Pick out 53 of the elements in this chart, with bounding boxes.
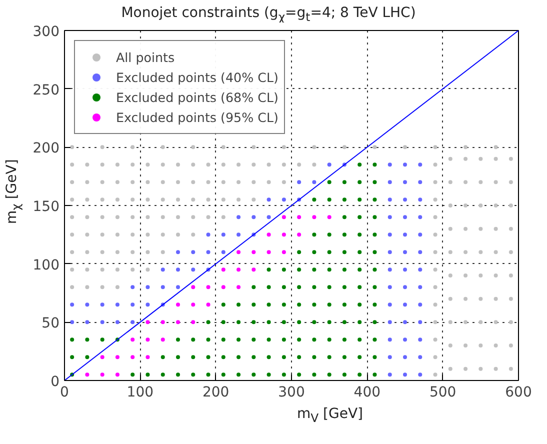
x-tick-label: 500 — [429, 384, 456, 400]
point — [115, 372, 120, 377]
point — [282, 250, 286, 254]
point — [297, 232, 302, 237]
y-tick-label: 300 — [32, 24, 60, 40]
point — [282, 215, 286, 220]
point — [327, 215, 332, 220]
point — [100, 372, 104, 377]
point — [266, 250, 271, 254]
y-tick-label: 100 — [32, 257, 60, 274]
point — [206, 285, 210, 290]
point — [236, 268, 241, 272]
legend-label: Excluded points (40% CL) — [116, 70, 278, 84]
point — [130, 355, 135, 360]
x-tick-label: 100 — [126, 384, 154, 400]
point — [115, 355, 120, 360]
y-tick-label: 200 — [32, 140, 60, 157]
point — [236, 285, 241, 290]
point — [266, 232, 271, 237]
x-tick-label: 200 — [202, 384, 230, 400]
point — [297, 215, 302, 220]
point — [282, 232, 286, 237]
point — [130, 338, 135, 342]
point — [191, 302, 196, 307]
x-tick-label: 600 — [505, 384, 532, 400]
point — [236, 250, 241, 254]
legend-label: Excluded points (68% CL) — [116, 90, 278, 104]
y-tick-label: 0 — [50, 374, 60, 390]
point — [191, 285, 196, 290]
point — [146, 355, 150, 360]
point — [206, 302, 210, 307]
point — [85, 372, 90, 377]
x-axis-title: m$_{V}$ [GeV] — [296, 405, 364, 426]
x-tick-label: 300 — [278, 384, 305, 400]
x-tick-label: 400 — [354, 384, 381, 400]
point — [312, 215, 316, 220]
point — [176, 302, 180, 307]
point — [221, 285, 226, 290]
y-tick-label: 150 — [32, 199, 60, 215]
point — [100, 355, 104, 360]
point — [146, 320, 150, 324]
legend-label: All points — [116, 50, 175, 64]
point — [252, 268, 256, 272]
point — [146, 338, 150, 342]
point — [160, 320, 165, 324]
point — [160, 338, 165, 342]
point — [191, 320, 196, 324]
y-tick-label: 50 — [42, 316, 60, 332]
y-tick-label: 250 — [32, 82, 60, 98]
legend-label: Excluded points (95% CL) — [116, 110, 278, 124]
point — [221, 268, 226, 272]
point — [252, 250, 256, 254]
point — [176, 320, 180, 324]
